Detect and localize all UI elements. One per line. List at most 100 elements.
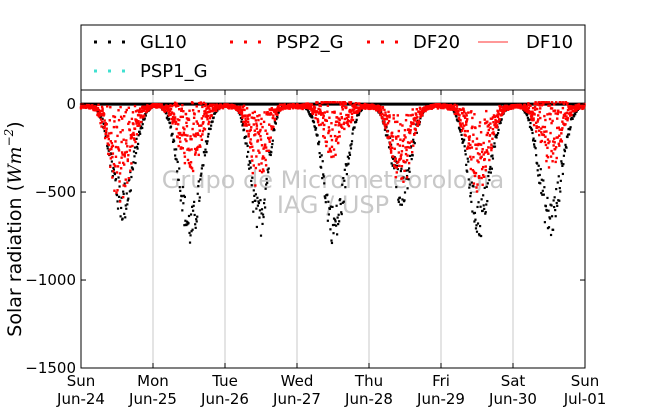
- data-point-gl10: [141, 126, 144, 130]
- data-point-psp2-g: [262, 156, 266, 160]
- data-point-gl10: [271, 139, 274, 142]
- data-point-gl10: [537, 174, 540, 177]
- data-point-gl10: [401, 198, 404, 201]
- data-point-df20: [108, 132, 111, 135]
- data-point-df20: [544, 135, 547, 138]
- data-point-psp2-g: [401, 139, 405, 143]
- data-point-gl10: [415, 131, 418, 134]
- data-point-df20: [175, 127, 178, 131]
- data-point-df20: [199, 135, 203, 138]
- data-point-df20: [383, 118, 387, 121]
- data-point-psp2-g: [461, 127, 465, 130]
- data-point-df20: [118, 161, 121, 164]
- data-point-psp2-g: [316, 120, 320, 124]
- data-point-psp2-g: [478, 124, 481, 128]
- data-point-gl10: [128, 178, 131, 181]
- data-point-psp2-g: [533, 105, 537, 109]
- data-point-gl10: [470, 181, 473, 184]
- data-point-df20: [128, 120, 131, 124]
- data-point-df20: [185, 125, 189, 128]
- data-point-psp2-g: [230, 103, 233, 107]
- data-point-gl10: [206, 140, 209, 143]
- data-point-psp2-g: [136, 124, 139, 128]
- data-point-df20: [264, 129, 267, 132]
- data-point-psp2-g: [261, 155, 265, 158]
- data-point-df20: [366, 104, 369, 107]
- data-point-gl10: [323, 182, 326, 185]
- data-point-df20: [184, 138, 187, 141]
- data-point-df20: [129, 145, 132, 148]
- data-point-df20: [110, 141, 114, 145]
- legend-marker-gl10: [94, 40, 97, 44]
- data-point-gl10: [111, 175, 114, 178]
- data-point-psp2-g: [179, 115, 182, 119]
- data-point-gl10: [554, 215, 557, 218]
- data-point-df20: [549, 131, 552, 135]
- data-point-psp2-g: [311, 112, 315, 116]
- data-point-df20: [497, 118, 501, 121]
- data-point-gl10: [548, 217, 552, 220]
- data-point-df20: [227, 107, 231, 110]
- data-point-gl10: [255, 225, 258, 229]
- data-point-psp2-g: [548, 117, 552, 121]
- data-point-psp2-g: [173, 120, 176, 123]
- data-point-psp2-g: [141, 109, 144, 113]
- data-point-psp2-g: [124, 184, 127, 188]
- data-point-psp2-g: [99, 121, 102, 125]
- data-point-gl10: [559, 190, 562, 193]
- data-point-psp2-g: [243, 124, 246, 127]
- data-point-df20: [311, 107, 314, 111]
- data-point-df20: [497, 112, 500, 115]
- data-point-df20: [167, 114, 171, 117]
- data-point-gl10: [172, 140, 176, 143]
- data-point-gl10: [542, 193, 545, 196]
- data-point-df20: [558, 134, 561, 137]
- legend-marker-df20: [381, 40, 384, 44]
- data-point-gl10: [130, 175, 133, 179]
- data-point-gl10: [129, 189, 132, 192]
- data-point-df20: [177, 131, 180, 135]
- data-point-df20: [251, 111, 254, 115]
- data-point-df20: [479, 143, 483, 146]
- data-point-gl10: [200, 167, 203, 170]
- data-point-df20: [553, 109, 557, 112]
- data-point-psp2-g: [390, 134, 393, 138]
- data-point-gl10: [337, 213, 340, 216]
- data-point-gl10: [491, 157, 495, 160]
- data-point-gl10: [529, 126, 533, 129]
- data-point-gl10: [485, 203, 488, 206]
- data-point-psp2-g: [484, 165, 487, 168]
- data-point-gl10: [253, 194, 256, 197]
- data-point-df20: [498, 104, 501, 108]
- data-point-df20: [322, 114, 325, 117]
- data-point-psp2-g: [537, 101, 540, 104]
- data-point-psp2-g: [332, 148, 336, 151]
- data-point-df20: [398, 144, 402, 147]
- data-point-df20: [114, 145, 118, 149]
- data-point-df20: [474, 171, 478, 175]
- y-axis-label-exponent: −2: [2, 129, 16, 147]
- data-point-df20: [339, 101, 342, 104]
- data-point-psp2-g: [346, 123, 350, 126]
- data-point-df20: [199, 145, 202, 148]
- data-point-df20: [347, 124, 351, 128]
- data-point-gl10: [330, 239, 333, 242]
- data-point-psp2-g: [345, 116, 349, 120]
- data-point-df20: [357, 109, 360, 113]
- data-point-psp2-g: [491, 127, 495, 131]
- data-point-psp2-g: [129, 169, 132, 172]
- data-point-gl10: [468, 183, 471, 186]
- data-point-df20: [157, 105, 160, 108]
- data-point-df20: [469, 143, 472, 147]
- data-point-psp2-g: [399, 157, 403, 160]
- legend-marker-psp1-g: [122, 69, 125, 73]
- data-point-gl10: [203, 151, 206, 154]
- data-point-df20: [136, 120, 140, 123]
- data-point-gl10: [558, 187, 561, 190]
- x-tick-label-day: Wed: [281, 372, 314, 390]
- data-point-psp2-g: [334, 139, 338, 142]
- data-point-df20: [414, 128, 417, 132]
- data-point-psp2-g: [415, 120, 419, 124]
- data-point-gl10: [326, 219, 329, 222]
- data-point-df20: [547, 104, 550, 107]
